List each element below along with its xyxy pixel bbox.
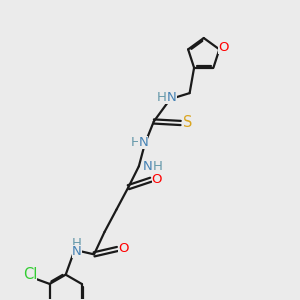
Text: H: H [157,91,167,104]
Text: H: H [152,160,162,173]
Text: H: H [130,136,140,149]
Text: H: H [72,237,82,250]
Text: O: O [118,242,129,255]
Text: N: N [139,136,148,149]
Text: N: N [72,245,82,258]
Text: N: N [167,91,177,104]
Text: O: O [152,172,162,186]
Text: Cl: Cl [23,268,38,283]
Text: N: N [143,160,153,173]
Text: S: S [182,116,192,130]
Text: O: O [218,41,229,54]
